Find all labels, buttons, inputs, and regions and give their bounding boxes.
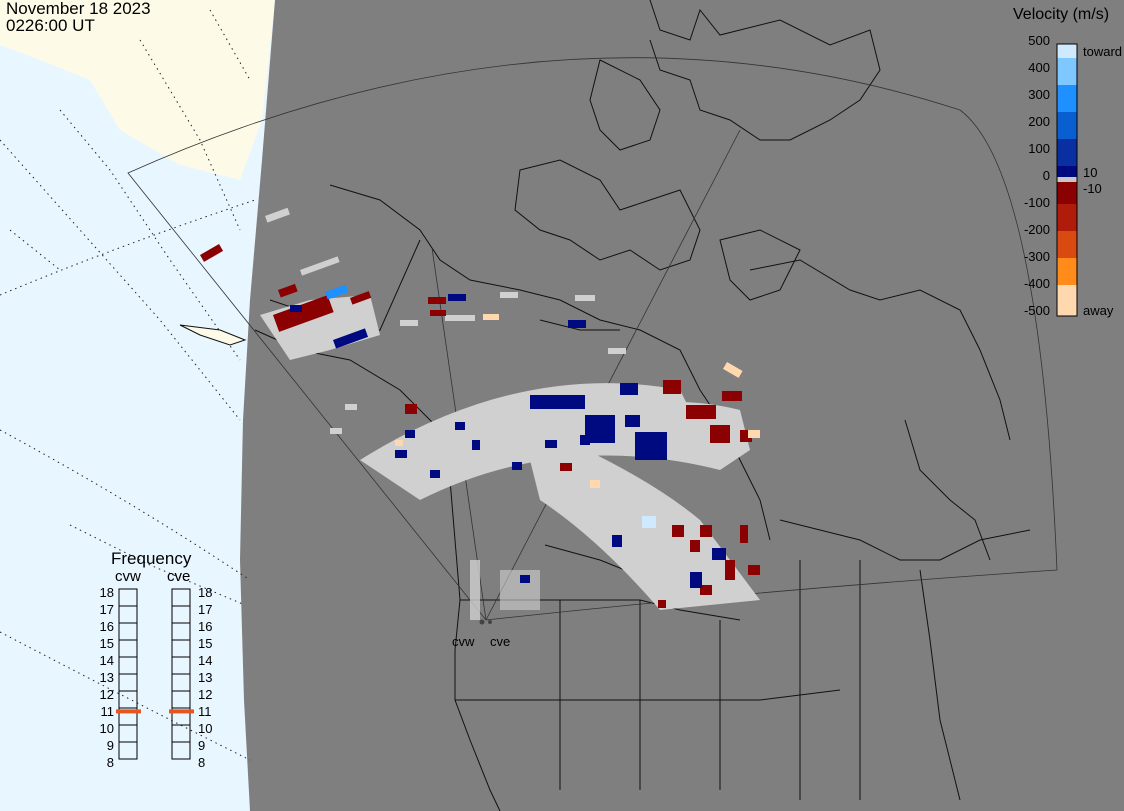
velocity-tick: -500 (1023, 303, 1050, 318)
cve-frequency-indicator (169, 709, 194, 714)
scatter-red (199, 244, 760, 608)
frequency-tick-right: 11 (198, 704, 212, 719)
frequency-tick-right: 10 (198, 721, 213, 736)
velocity-tick: -300 (1023, 249, 1050, 264)
frequency-tick-right: 15 (198, 636, 213, 651)
velocity-tick: -400 (1023, 276, 1050, 291)
date-label: November 18 2023 (6, 0, 151, 18)
site-label-cvw: cvw (452, 634, 475, 649)
pale-land (0, 0, 275, 180)
velocity-tick: 300 (1028, 87, 1050, 102)
frequency-tick-right: 17 (198, 602, 213, 617)
frequency-tick-left: 11 (100, 704, 115, 719)
frequency-tick-left: 16 (99, 619, 114, 634)
frequency-tick-right: 8 (198, 755, 206, 770)
frequency-tick-left: 10 (99, 721, 114, 736)
frequency-tick-left: 8 (106, 755, 114, 770)
velocity-tick: -200 (1023, 222, 1050, 237)
graticule (0, 9, 256, 761)
frequency-tick-right: 12 (198, 687, 213, 702)
scatter-gray (260, 207, 760, 620)
frequency-title: Frequency (111, 549, 192, 568)
scatter-blue (290, 294, 726, 588)
scatter-highlights (325, 284, 760, 528)
frequency-tick-left: 13 (99, 670, 114, 685)
velocity-tick: 200 (1028, 114, 1050, 129)
cvw-label: cvw (115, 568, 141, 585)
small-tick-10: 10 (1083, 165, 1098, 180)
frequency-tick-left: 14 (99, 653, 114, 668)
frequency-tick-left: 9 (106, 738, 114, 753)
velocity-tick: 500 (1028, 33, 1050, 48)
small-tick-minus-10: -10 (1083, 181, 1102, 196)
velocity-tick: 100 (1028, 141, 1050, 156)
frequency-tick-left: 12 (99, 687, 114, 702)
away-label: away (1083, 303, 1114, 318)
time-label: 0226:00 UT (6, 16, 95, 35)
cve-label: cve (167, 568, 191, 585)
frequency-tick-right: 18 (198, 585, 213, 600)
cvw-frequency-indicator (116, 709, 141, 714)
frequency-tick-left: 17 (99, 602, 114, 617)
velocity-tick: 0 (1042, 168, 1050, 183)
velocity-legend-title: Velocity (m/s) (1013, 6, 1110, 23)
toward-label: toward (1083, 44, 1123, 59)
frequency-tick-right: 13 (198, 670, 213, 685)
frequency-tick-left: 18 (99, 585, 114, 600)
velocity-tick: -100 (1023, 195, 1050, 210)
frequency-tick-left: 15 (99, 636, 114, 651)
frequency-bars (116, 588, 194, 760)
site-label-cve: cve (490, 634, 511, 649)
frequency-tick-right: 9 (198, 738, 206, 753)
frequency-tick-right: 14 (198, 653, 213, 668)
velocity-tick: 400 (1028, 60, 1050, 75)
frequency-tick-right: 16 (198, 619, 213, 634)
radar-sites (479, 619, 492, 625)
velocity-colorbar (1056, 43, 1078, 317)
